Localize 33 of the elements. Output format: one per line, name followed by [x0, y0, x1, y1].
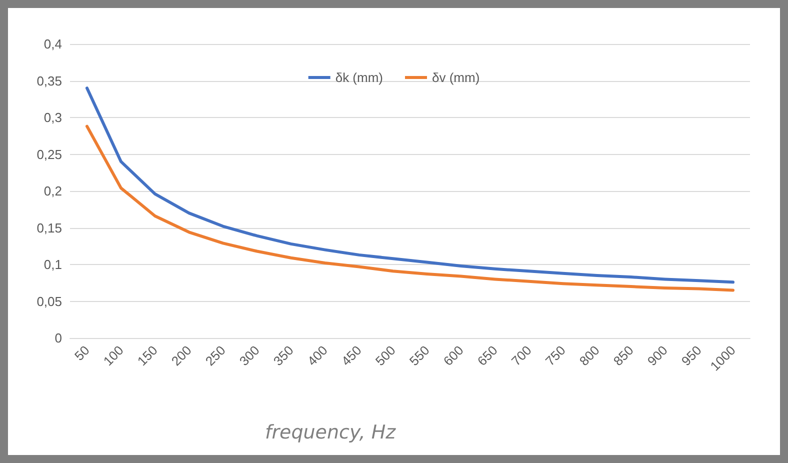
x-tick-label: 450 [338, 342, 364, 369]
y-tick-label: 0,25 [36, 146, 62, 162]
line-series [86, 124, 734, 292]
x-tick-label: 300 [236, 342, 262, 369]
legend-label: δv (mm) [432, 70, 480, 85]
x-tick-label: 550 [406, 342, 432, 369]
x-tick-label: 900 [644, 342, 670, 369]
x-tick-label: 750 [542, 342, 568, 369]
legend-label: δk (mm) [335, 70, 384, 85]
x-tick-label: 650 [474, 342, 500, 369]
x-tick-label: 50 [71, 342, 92, 364]
x-tick-label: 200 [168, 342, 194, 369]
x-tick-label: 600 [440, 342, 466, 369]
y-tick-label: 0,2 [44, 184, 62, 198]
x-tick-label: 100 [100, 342, 126, 369]
y-tick-label: 0,1 [44, 257, 62, 272]
y-tick-label: 0,05 [36, 294, 62, 309]
x-tick-label: 850 [610, 342, 636, 369]
x-tick-label: 500 [372, 342, 398, 369]
x-tick-label: 350 [270, 342, 296, 369]
x-tick-label: 150 [134, 342, 160, 369]
line-series [86, 86, 734, 284]
x-tick-label: 700 [508, 342, 534, 369]
y-tick-label: 0,3 [44, 110, 62, 125]
x-axis-title: frequency, Hz [265, 422, 397, 444]
y-tick-label: 0,15 [36, 220, 62, 236]
y-tick-label: 0 [54, 330, 62, 346]
x-tick-label: 950 [678, 342, 704, 369]
y-tick-label: 0,4 [44, 36, 62, 52]
y-tick-label: 0,35 [36, 73, 62, 88]
x-tick-label: 250 [202, 342, 228, 369]
x-tick-label: 800 [576, 342, 602, 369]
x-tick-label: 400 [304, 342, 330, 369]
